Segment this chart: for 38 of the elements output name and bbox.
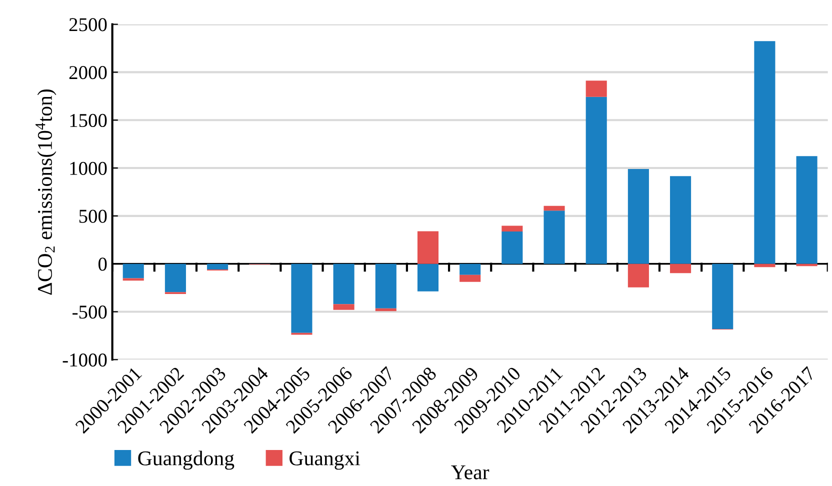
bar — [417, 264, 439, 292]
y-tick-label: 2000 — [69, 66, 107, 80]
bar — [586, 80, 607, 97]
bar — [628, 168, 649, 264]
bar — [333, 264, 354, 304]
bar — [544, 206, 565, 211]
bar — [754, 41, 776, 264]
bar — [122, 264, 144, 278]
bar — [460, 264, 481, 275]
y-tick-label: -500 — [72, 306, 107, 319]
bar — [375, 308, 396, 312]
bar — [502, 226, 523, 232]
bar — [586, 96, 607, 264]
y-tick-label: 1000 — [70, 162, 107, 175]
bar — [164, 264, 186, 292]
legend-label: Guangdong — [138, 450, 234, 470]
bar — [502, 232, 523, 264]
y-tick-label: 2500 — [69, 18, 107, 32]
bar — [207, 264, 228, 270]
bar — [712, 264, 734, 329]
bar — [122, 278, 144, 281]
bar — [291, 264, 312, 333]
bar — [544, 210, 565, 264]
y-tick-label: -1000 — [62, 353, 107, 367]
y-tick-label: 1500 — [70, 114, 107, 128]
bar — [460, 274, 481, 282]
x-axis-title: Year — [451, 465, 490, 480]
y-tick-label: 0 — [98, 258, 107, 271]
bar — [333, 304, 354, 310]
bar — [375, 264, 396, 308]
legend-label: Guangxi — [290, 451, 360, 470]
bar — [796, 156, 818, 264]
bar — [670, 176, 692, 264]
bar — [628, 264, 649, 288]
bar — [670, 264, 692, 274]
y-axis-title: ΔCO$_{2}$ emissions(10$^{4}$ton) — [36, 89, 56, 295]
bar — [417, 231, 439, 264]
y-tick-label: 500 — [79, 210, 107, 223]
